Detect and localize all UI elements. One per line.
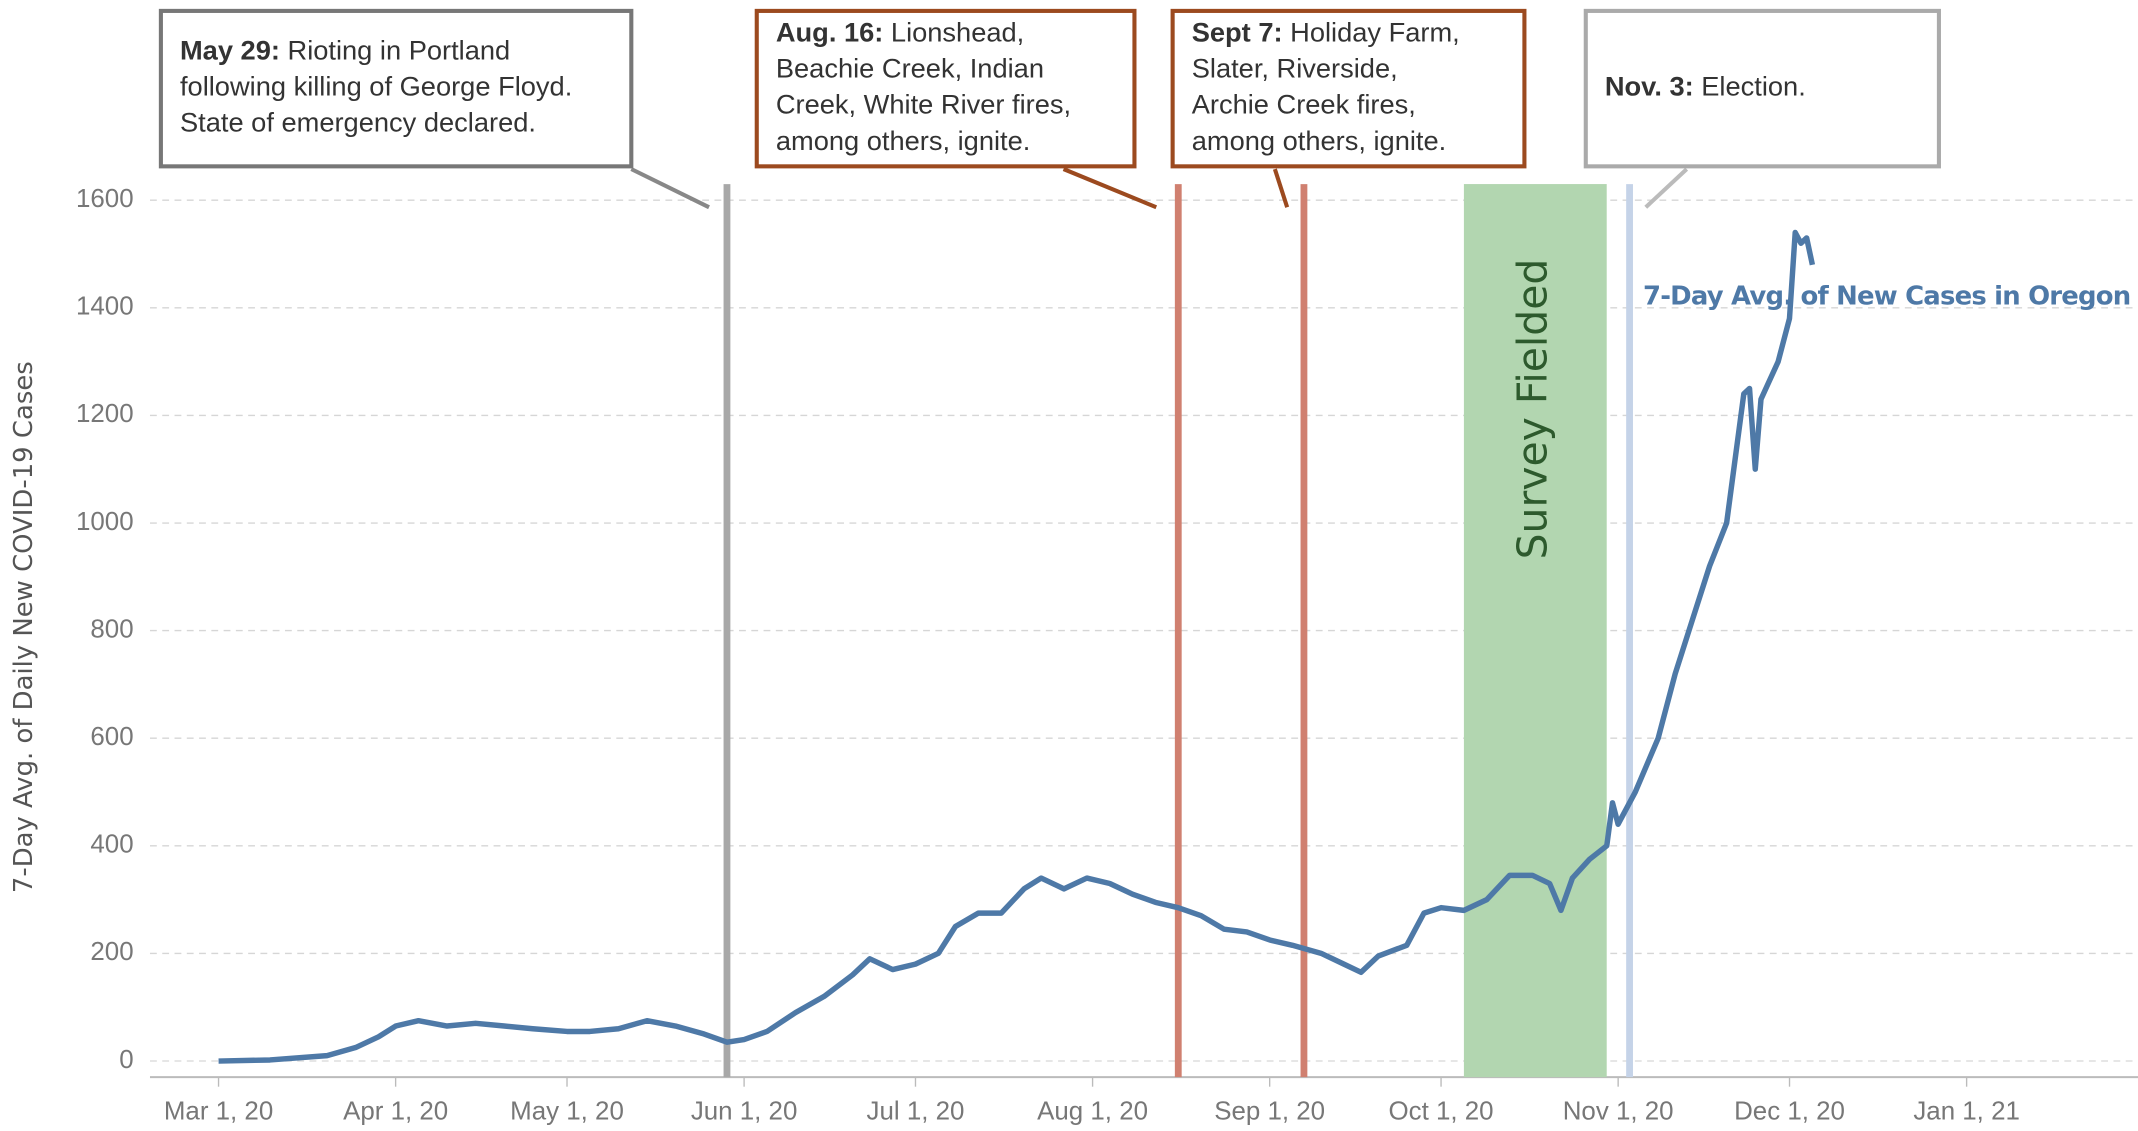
annotation-text: Beachie Creek, Indian — [776, 53, 1044, 84]
annotation-line: Lionshead, — [883, 17, 1024, 48]
annotation-box — [754, 8, 1137, 169]
leader-line — [630, 167, 710, 210]
leader-line — [1062, 167, 1158, 210]
y-tick-label: 400 — [90, 831, 133, 859]
annotation-line: Holiday Farm, — [1283, 17, 1460, 48]
annotation-text: among others, ignite. — [1192, 125, 1446, 156]
series-label: 7-Day Avg. of New Cases in Oregon — [1643, 282, 2131, 312]
y-axis-title: 7-Day Avg. of Daily New COVID-19 Cases — [9, 361, 39, 893]
x-tick-label: Dec 1, 20 — [1734, 1097, 1845, 1125]
leader-line — [1644, 167, 1689, 209]
annotation-line: following killing of George Floyd. — [180, 71, 572, 102]
y-tick-label: 1400 — [76, 293, 134, 321]
annotation-text: among others, ignite. — [776, 125, 1030, 156]
annotation-line: Slater, Riverside, — [1192, 53, 1398, 84]
x-tick-label: Jun 1, 20 — [691, 1097, 798, 1125]
annotation-date: May 29: — [180, 35, 280, 66]
annotation-line: Election. — [1694, 71, 1806, 102]
annotation-line: Rioting in Portland — [280, 35, 510, 66]
x-tick-label: Jul 1, 20 — [867, 1097, 965, 1125]
annotation-box — [158, 8, 634, 169]
annotation-line: among others, ignite. — [1192, 125, 1446, 156]
annotation-line: Beachie Creek, Indian — [776, 53, 1044, 84]
x-tick-label: May 1, 20 — [510, 1097, 624, 1125]
y-tick-label: 800 — [90, 615, 133, 643]
x-tick-label: Oct 1, 20 — [1389, 1097, 1494, 1125]
y-tick-label: 200 — [90, 938, 133, 966]
y-tick-label: 1200 — [76, 400, 134, 428]
annotation-text: May 29: Rioting in Portland — [180, 35, 510, 66]
y-tick-label: 600 — [90, 723, 133, 751]
annotation-date: Sept 7: — [1192, 17, 1283, 48]
annotation-date: Aug. 16: — [776, 17, 884, 48]
band-label: Survey Fielded — [1508, 259, 1556, 560]
annotation-line: State of emergency declared. — [180, 107, 536, 138]
annotation-line: Archie Creek fires, — [1192, 89, 1416, 120]
annotation-text: State of emergency declared. — [180, 107, 536, 138]
y-tick-label: 1600 — [76, 185, 134, 213]
annotation-line: among others, ignite. — [776, 125, 1030, 156]
annotation-box — [1583, 8, 1941, 169]
x-tick-label: Jan 1, 21 — [1913, 1097, 2020, 1125]
annotation-date: Nov. 3: — [1605, 71, 1694, 102]
annotation-text: following killing of George Floyd. — [180, 71, 572, 102]
annotation-text: Sept 7: Holiday Farm, — [1192, 17, 1460, 48]
annotation-box — [1170, 8, 1527, 169]
x-tick-label: Nov 1, 20 — [1563, 1097, 1674, 1125]
annotation-line: Creek, White River fires, — [776, 89, 1071, 120]
series-line — [218, 229, 1816, 1064]
annotation-text: Aug. 16: Lionshead, — [776, 17, 1024, 48]
y-tick-label: 0 — [119, 1046, 133, 1074]
x-tick-label: Sep 1, 20 — [1214, 1097, 1325, 1125]
survey-band — [1463, 184, 1607, 1078]
y-tick-label: 1000 — [76, 508, 134, 536]
annotation-text: Archie Creek fires, — [1192, 89, 1416, 120]
x-tick-label: Mar 1, 20 — [164, 1097, 273, 1125]
annotation-text: Creek, White River fires, — [776, 89, 1071, 120]
annotation-text: Slater, Riverside, — [1192, 53, 1398, 84]
x-tick-label: Aug 1, 20 — [1037, 1097, 1148, 1125]
annotation-text: Nov. 3: Election. — [1605, 71, 1806, 102]
leader-line — [1272, 168, 1290, 208]
x-tick-label: Apr 1, 20 — [343, 1097, 448, 1125]
